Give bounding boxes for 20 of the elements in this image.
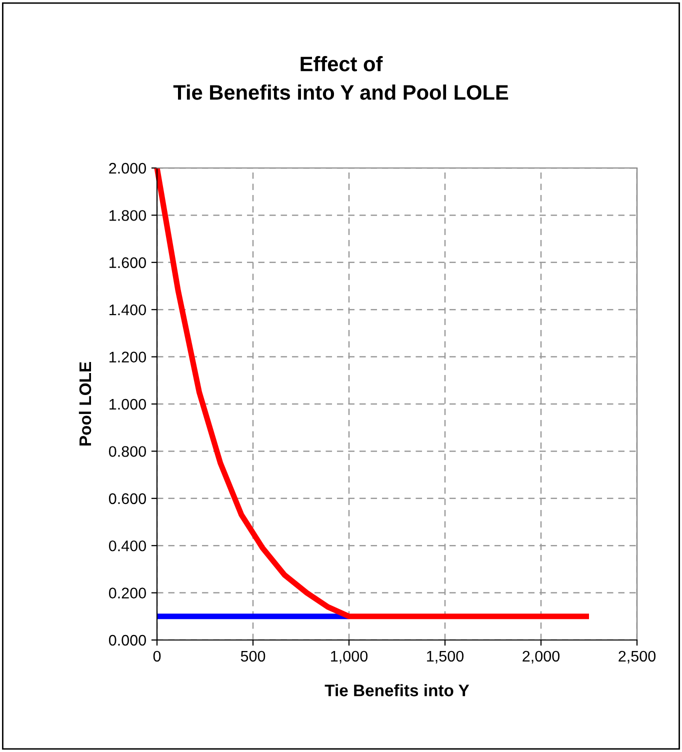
chart-title: Effect of Tie Benefits into Y and Pool LOLE (173, 56, 508, 100)
x-tick-label: 1,000 (331, 650, 368, 664)
y-tick-label: 0.200 (108, 588, 146, 598)
y-tick-label: 0.800 (108, 446, 146, 457)
x-tick-label: 1,500 (427, 650, 464, 664)
y-tick-label: 0.600 (108, 493, 146, 504)
y-axis-title: Pool LOLE (78, 362, 92, 446)
x-tick-label: 2,500 (618, 650, 656, 664)
x-tick-label: 2,000 (522, 650, 560, 664)
x-tick-label: 0 (153, 650, 161, 662)
y-tick-label: 1.600 (110, 257, 146, 268)
x-axis-title: Tie Benefits into Y (324, 684, 470, 696)
x-tick-label: 500 (240, 650, 266, 662)
y-tick-label: 0.400 (108, 540, 146, 552)
y-tick-label: 1.400 (110, 304, 146, 316)
y-tick-label: 1.200 (110, 352, 146, 362)
y-tick-label: 1.800 (110, 210, 146, 221)
y-tick-label: 0.000 (108, 634, 146, 646)
y-tick-label: 1.000 (110, 398, 146, 410)
y-tick-label: 2.000 (109, 162, 146, 174)
